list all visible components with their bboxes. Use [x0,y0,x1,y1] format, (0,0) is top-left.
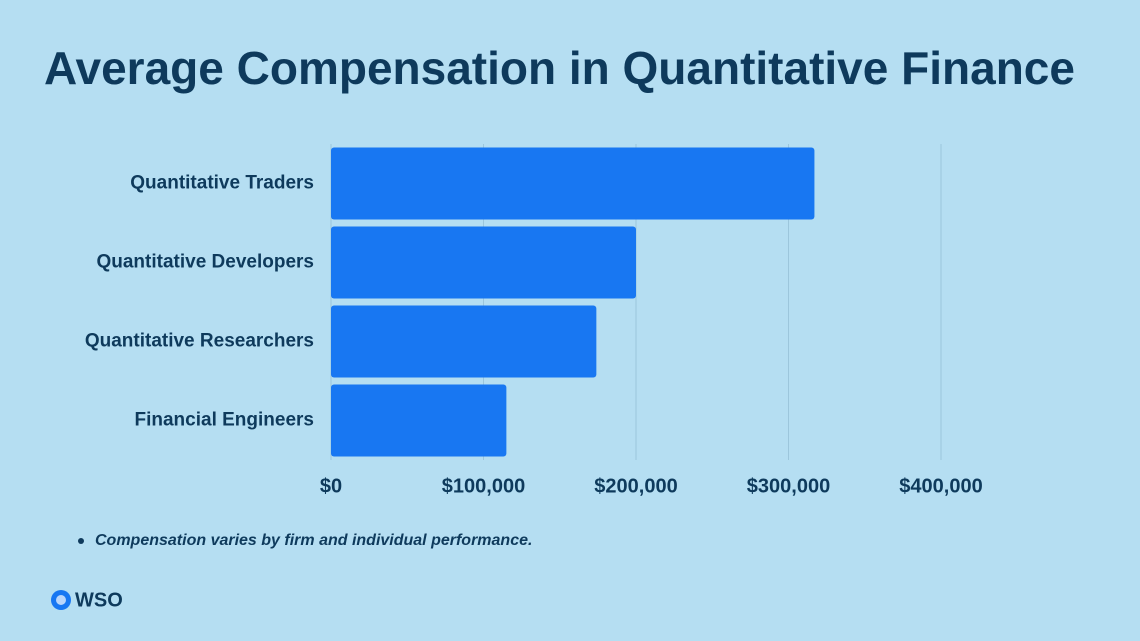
x-tick-label: $0 [320,475,342,497]
y-tick-label: Quantitative Traders [130,173,314,194]
y-tick-label: Quantitative Developers [96,252,314,273]
y-tick-label: Quantitative Researchers [85,331,314,352]
x-tick-label: $300,000 [747,475,830,497]
chart-title: Average Compensation in Quantitative Fin… [44,42,1075,94]
bullet [78,538,84,544]
x-tick-label: $400,000 [899,475,982,497]
logo-text: WSO [75,589,123,611]
bar [331,226,636,299]
x-tick-label: $100,000 [442,475,525,497]
x-tick-label: $200,000 [594,475,677,497]
bar [331,384,507,457]
logo-icon-inner [56,595,66,605]
bar [331,147,815,220]
bar [331,305,597,378]
note: Compensation varies by firm and individu… [95,532,532,549]
y-tick-label: Financial Engineers [135,410,315,431]
